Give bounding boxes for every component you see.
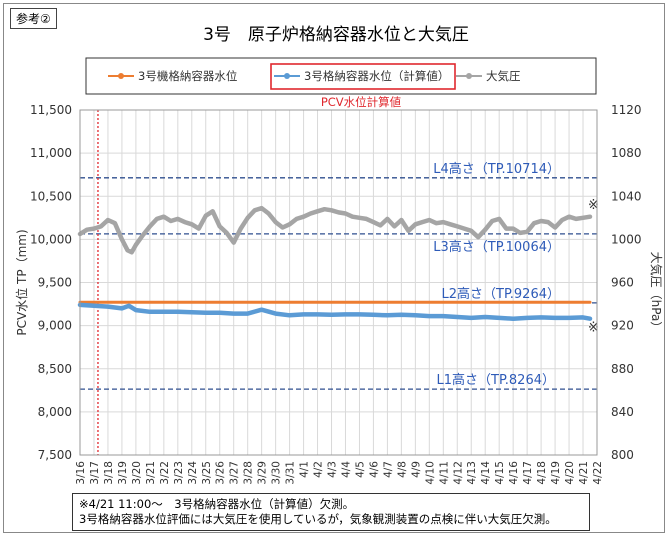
y2-tick-label: 880	[611, 362, 634, 376]
x-tick-label: 3/24	[187, 461, 199, 485]
x-tick-label: 3/17	[89, 461, 101, 485]
reference-label: L3高さ（TP.10064）	[433, 239, 560, 255]
y-axis-title: PCV水位 TP（mm)	[14, 229, 29, 335]
asterisk-level: ※	[588, 321, 599, 336]
x-tick-label: 3/30	[271, 461, 283, 485]
y-tick-label: 10,500	[30, 189, 72, 203]
footnote-box: ※4/21 11:00～ 3号格納容器水位（計算値）欠測。 3号格納容器水位評価…	[72, 493, 590, 531]
series-line	[77, 302, 593, 321]
x-tick-label: 4/2	[313, 461, 325, 478]
x-tick-label: 4/16	[508, 461, 520, 485]
x-tick-label: 4/9	[410, 461, 422, 478]
y-tick-label: 9,500	[38, 276, 72, 290]
reference-lines: L4高さ（TP.10714） L3高さ（TP.10064） L2高さ（TP.9264…	[80, 110, 597, 455]
y2-tick-label: 960	[611, 276, 634, 290]
x-tick-label: 3/27	[229, 461, 241, 485]
legend-label: 3号格納容器水位（計算値）	[304, 69, 449, 83]
x-tick-label: 4/10	[424, 461, 436, 485]
chart-subtitle: PCV水位計算値	[321, 95, 402, 109]
x-tick-label: 3/20	[131, 461, 143, 485]
y2-tick-label: 1120	[611, 103, 642, 117]
x-tick-label: 4/18	[536, 461, 548, 485]
y-tick-label: 11,000	[30, 146, 72, 160]
reference-label: L4高さ（TP.10714）	[433, 161, 560, 177]
x-tick-label: 4/15	[494, 461, 506, 485]
y2-axis-title: 大気圧（hPa）	[649, 252, 664, 334]
y-tick-label: 9,000	[38, 319, 72, 333]
x-tick-label: 4/12	[452, 461, 464, 485]
y-tick-label: 10,000	[30, 232, 72, 246]
x-tick-label: 4/8	[396, 461, 408, 478]
x-tick-label: 4/21	[578, 461, 590, 485]
x-tick-label: 4/5	[354, 461, 366, 478]
x-tick-label: 4/14	[480, 461, 492, 485]
footnote-line-1: ※4/21 11:00～ 3号格納容器水位（計算値）欠測。	[79, 497, 355, 511]
x-tick-label: 4/1	[299, 461, 311, 478]
x-tick-label: 3/18	[103, 461, 115, 485]
x-tick-label: 3/25	[201, 461, 213, 485]
x-tick-label: 4/11	[438, 461, 450, 485]
x-tick-label: 4/22	[592, 461, 604, 485]
legend-marker	[466, 73, 472, 79]
y2-tick-label: 840	[611, 405, 634, 419]
y2-tick-label: 800	[611, 448, 634, 462]
x-tick-label: 4/13	[466, 461, 478, 485]
x-tick-label: 4/6	[368, 461, 380, 478]
x-tick-label: 4/20	[564, 461, 576, 485]
reference-label: L2高さ（TP.9264）	[442, 286, 561, 302]
y-tick-label: 7,500	[38, 448, 72, 462]
x-tick-label: 4/19	[550, 461, 562, 485]
legend: 3号機格納容器水位 3号格納容器水位（計算値） 大気圧 PCV水位計算値	[85, 57, 597, 109]
x-tick-label: 3/31	[285, 461, 297, 485]
x-tick-label: 3/16	[75, 461, 87, 485]
y-tick-label: 11,500	[30, 103, 72, 117]
x-tick-label: 3/26	[215, 461, 227, 485]
legend-marker	[284, 73, 290, 79]
y2-tick-label: 1080	[611, 146, 642, 160]
x-tick-label: 3/28	[243, 461, 255, 485]
x-tick-label: 3/29	[257, 461, 269, 485]
figure-frame	[3, 3, 665, 533]
x-tick-label: 3/21	[145, 461, 157, 485]
x-tick-label: 4/7	[382, 461, 394, 478]
plot-area	[79, 109, 598, 456]
grid-lines	[79, 109, 598, 456]
legend-highlight	[270, 63, 456, 90]
legend-label: 3号機格納容器水位	[138, 69, 237, 83]
x-tick-label: 3/19	[117, 461, 129, 485]
x-tick-label: 3/22	[159, 461, 171, 485]
x-tick-label: 4/4	[340, 461, 352, 478]
x-tick-label: 4/3	[327, 461, 339, 478]
chart-title: 3号 原子炉格納容器水位と大気圧	[203, 25, 469, 45]
y-tick-label: 8,500	[38, 362, 72, 376]
y2-tick-label: 920	[611, 319, 634, 333]
series-line	[77, 205, 593, 255]
reference-label: L1高さ（TP.8264）	[437, 372, 556, 388]
y2-tick-label: 1040	[611, 189, 642, 203]
x-tick-label: 3/23	[173, 461, 185, 485]
y2-tick-label: 1000	[611, 232, 642, 246]
asterisk-pressure: ※	[588, 198, 599, 213]
x-tick-label: 4/17	[522, 461, 534, 485]
reference-tag: 参考②	[10, 8, 57, 29]
legend-marker	[118, 73, 124, 79]
series-lines: ※※	[77, 198, 599, 336]
footnote-line-2: 3号格納容器水位評価には大気圧を使用しているが，気象観測装置の点検に伴い大気圧欠…	[79, 512, 557, 526]
y-tick-label: 8,000	[38, 405, 72, 419]
legend-label: 大気圧	[486, 69, 521, 83]
axes: 7,500 8,000 8,500 9,000 9,500 10,000 10,500 11,…	[14, 103, 664, 485]
